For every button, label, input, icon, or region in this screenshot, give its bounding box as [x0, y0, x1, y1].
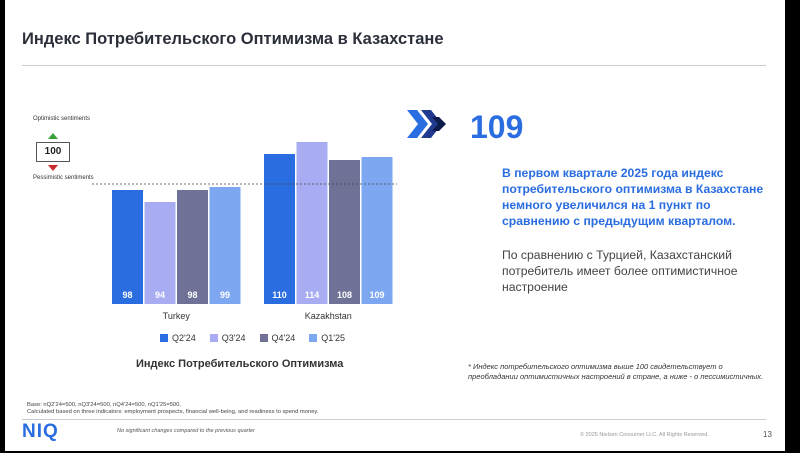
bar-turkey-0 [112, 190, 143, 304]
bar-value-label: 98 [187, 290, 197, 300]
bar-value-label: 109 [369, 290, 384, 300]
no-significant-note: No significant changes compared to the p… [117, 428, 255, 434]
chevrons-icon [407, 110, 446, 138]
footnote: * Индекс потребительского оптимизма выше… [468, 362, 764, 381]
legend-swatch [209, 334, 218, 342]
bar-chart: 98 94 98 99 Turkey +1 p.p. 110 114 108 109 Kazakhs… [92, 142, 397, 321]
optimistic-label: Optimistic sentiments [33, 116, 91, 122]
page-number: 13 [763, 430, 772, 439]
legend-swatch [259, 334, 268, 342]
category-label: Turkey [163, 311, 191, 321]
base-note: Base: nQ2'24=500, nQ3'24=500, nQ4'24=500… [27, 402, 319, 416]
bar-kazakhstan-1 [296, 142, 328, 304]
legend-item-q2-24: Q2'24 [160, 333, 196, 343]
change-annotation: +1 p.p. [365, 143, 390, 152]
legend-label: Q3'24 [221, 333, 246, 343]
legend-label: Q2'24 [172, 333, 196, 343]
copyright: © 2025 Nielsen Consumer LLC. All Rights … [580, 432, 709, 438]
base-line-2: Calculated based on three indicators: em… [27, 409, 319, 415]
legend-label: Q1'25 [321, 333, 345, 343]
legend-item-q4-24: Q4'24 [259, 333, 296, 343]
title-divider [22, 65, 766, 66]
bar-value-label: 110 [272, 290, 287, 300]
bar-value-label: 94 [155, 290, 165, 300]
comparison-text: По сравнению с Турцией, Казахстанский по… [502, 248, 738, 294]
bar-turkey-1 [144, 202, 176, 304]
chart-title: Индекс Потребительского Оптимизма [136, 358, 344, 370]
legend-item-q3-24: Q3'24 [209, 333, 246, 343]
pessimistic-label: Pessimistic sentiments [33, 175, 94, 181]
legend-label: Q4'24 [271, 333, 296, 343]
page-title: Индекс Потребительского Оптимизма в Каза… [22, 30, 444, 48]
up-triangle-icon [48, 133, 58, 139]
base-line-1: Base: nQ2'24=500, nQ3'24=500, nQ4'24=500… [27, 402, 181, 408]
niq-logo: NIQ [22, 421, 59, 442]
legend-item-q1-25: Q1'25 [309, 333, 345, 343]
change-annotation: +1 p.p. [213, 158, 238, 167]
down-triangle-icon [48, 165, 58, 171]
category-label: Kazakhstan [305, 311, 352, 321]
headline-value: 109 [470, 109, 524, 145]
bar-kazakhstan-0 [264, 154, 295, 304]
bar-turkey-3 [209, 187, 241, 304]
legend-swatch [160, 334, 168, 342]
bar-kazakhstan-2 [329, 160, 360, 304]
bar-value-label: 98 [122, 290, 132, 300]
slide: Индекс Потребительского Оптимизма в Каза… [5, 0, 785, 451]
bar-value-label: 108 [337, 290, 352, 300]
bar-kazakhstan-3 [361, 157, 393, 304]
chart-legend: Q2'24 Q3'24 Q4'24 Q1'25 [160, 333, 345, 343]
baseline-box: 100 [36, 142, 70, 162]
bar-value-label: 114 [305, 290, 320, 300]
footer-divider [22, 419, 766, 420]
bar-turkey-2 [177, 190, 208, 304]
legend-swatch [309, 334, 318, 342]
headline-text: В первом квартале 2025 года индекс потре… [502, 166, 764, 228]
bar-value-label: 99 [220, 290, 230, 300]
